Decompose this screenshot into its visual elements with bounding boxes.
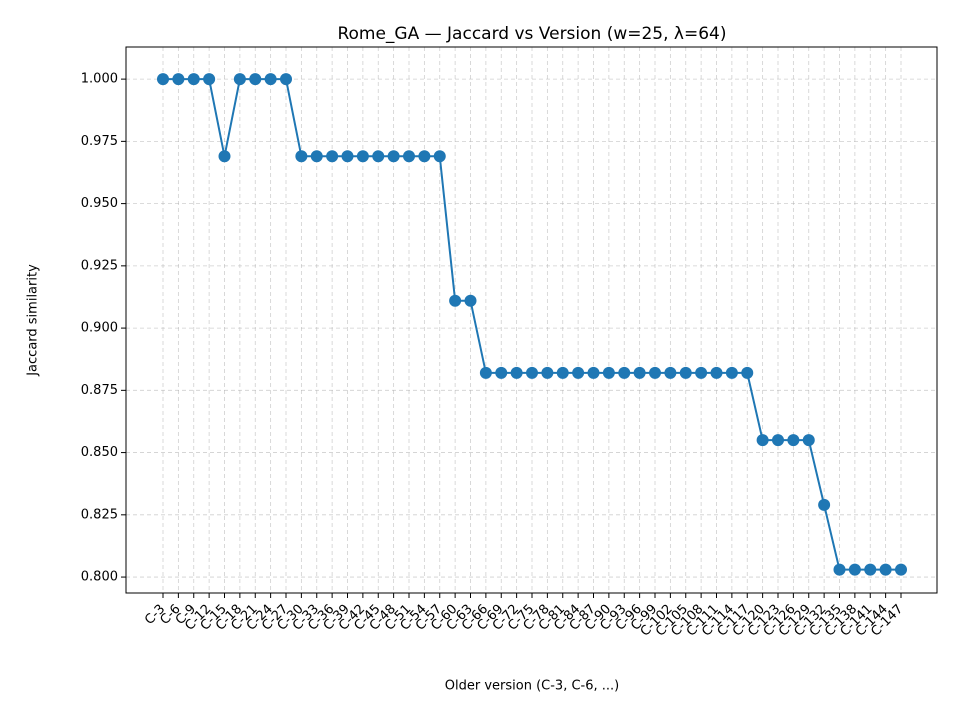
point	[848, 563, 861, 576]
point	[526, 366, 538, 379]
plot-frame	[125, 46, 938, 594]
point	[157, 73, 169, 86]
point	[618, 366, 631, 379]
point	[433, 150, 446, 163]
point	[864, 563, 877, 576]
point	[249, 73, 262, 86]
point	[541, 366, 554, 379]
y-tick-label: 1.000	[81, 72, 118, 87]
point	[203, 73, 216, 86]
point	[187, 73, 200, 86]
y-tick-label: 0.950	[81, 196, 118, 211]
point	[756, 434, 769, 447]
point	[387, 150, 400, 163]
point	[449, 294, 462, 307]
point	[879, 563, 892, 576]
point	[725, 366, 738, 379]
point	[326, 150, 339, 163]
y-tick-label: 0.800	[81, 570, 118, 585]
y-axis-label: Jaccard similarity	[26, 264, 41, 377]
y-tick-label: 0.900	[81, 321, 118, 336]
chart-title: Rome_GA — Jaccard vs Version (w=25, λ=64…	[337, 24, 726, 44]
point	[587, 366, 600, 379]
point	[741, 366, 754, 379]
y-tick-label: 0.975	[81, 134, 118, 149]
point	[310, 150, 323, 163]
point	[710, 366, 723, 379]
point	[895, 563, 907, 576]
point	[818, 498, 831, 511]
y-tick-label: 0.925	[81, 258, 118, 273]
point	[372, 150, 385, 163]
point	[495, 366, 508, 379]
y-tick-label: 0.850	[81, 445, 118, 460]
point	[264, 73, 277, 86]
point	[280, 73, 292, 86]
point	[479, 366, 492, 379]
point	[233, 73, 246, 86]
point	[418, 150, 431, 163]
x-axis-label: Older version (C-3, C-6, ...)	[445, 679, 619, 694]
point	[295, 150, 308, 163]
point	[833, 563, 846, 576]
point	[341, 150, 354, 163]
y-tick-label: 0.875	[81, 383, 118, 398]
point	[695, 366, 708, 379]
point	[510, 366, 523, 379]
point	[172, 73, 185, 86]
point	[572, 366, 585, 379]
point	[772, 434, 784, 447]
point	[664, 366, 677, 379]
point	[679, 366, 692, 379]
y-tick-label: 0.825	[81, 507, 118, 522]
point	[556, 366, 569, 379]
point	[602, 366, 615, 379]
point	[787, 434, 800, 447]
point	[802, 434, 815, 447]
point	[633, 366, 646, 379]
point	[403, 150, 415, 163]
point	[218, 150, 231, 163]
point	[464, 294, 477, 307]
point	[649, 366, 661, 379]
point	[356, 150, 369, 163]
